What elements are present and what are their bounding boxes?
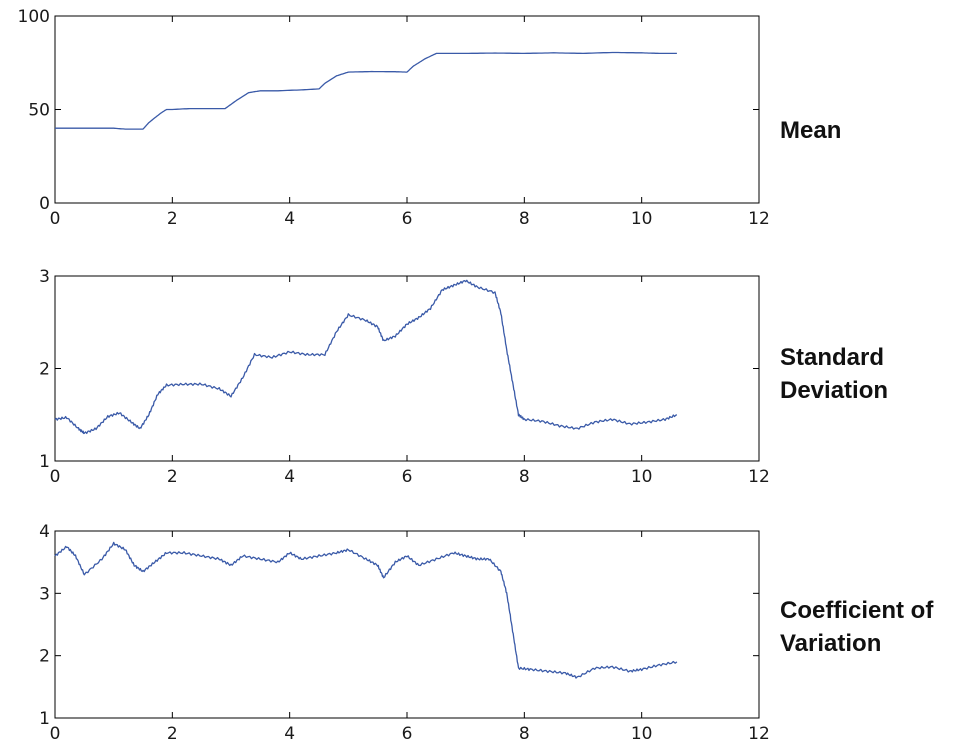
panel-label-line-2: Variation bbox=[780, 630, 881, 657]
y-tick-label: 1 bbox=[39, 452, 50, 472]
x-tick-label: 2 bbox=[167, 724, 178, 744]
panel-label-line-1: Coefficient of bbox=[780, 597, 934, 624]
x-tick-label: 4 bbox=[284, 209, 295, 229]
y-tick-label: 3 bbox=[39, 584, 50, 604]
panel-label: Standard Deviation bbox=[780, 344, 888, 404]
x-tick-label: 6 bbox=[402, 467, 413, 487]
x-tick-label: 6 bbox=[402, 209, 413, 229]
panel-label: Mean bbox=[780, 117, 841, 144]
y-tick-label: 2 bbox=[39, 360, 50, 380]
x-tick-label: 0 bbox=[50, 467, 61, 487]
x-tick-label: 12 bbox=[748, 209, 770, 229]
x-tick-label: 0 bbox=[50, 209, 61, 229]
series-line bbox=[54, 279, 678, 435]
panel-label-line-2: Deviation bbox=[780, 377, 888, 404]
panel-label: Coefficient of Variation bbox=[780, 597, 934, 657]
x-tick-label: 10 bbox=[631, 467, 653, 487]
x-tick-label: 2 bbox=[167, 467, 178, 487]
y-tick-label: 2 bbox=[39, 647, 50, 667]
x-tick-label: 6 bbox=[402, 724, 413, 744]
x-tick-label: 8 bbox=[519, 467, 530, 487]
series-line bbox=[54, 541, 678, 679]
x-tick-label: 10 bbox=[631, 209, 653, 229]
y-tick-label: 3 bbox=[39, 267, 50, 287]
x-tick-label: 12 bbox=[748, 467, 770, 487]
x-tick-label: 12 bbox=[748, 724, 770, 744]
x-tick-label: 10 bbox=[631, 724, 653, 744]
y-tick-label: 0 bbox=[39, 194, 50, 214]
chart-panel-1: 0 2 4 6 8 10 12 0 50 100 Mean bbox=[18, 7, 842, 229]
x-tick-label: 4 bbox=[284, 467, 295, 487]
x-tick-label: 0 bbox=[50, 724, 61, 744]
panel-label-line-1: Standard bbox=[780, 344, 884, 371]
axes-frame bbox=[54, 15, 760, 204]
axes-frame bbox=[54, 275, 760, 462]
x-tick-label: 2 bbox=[167, 209, 178, 229]
y-tick-label: 1 bbox=[39, 709, 50, 729]
series-line bbox=[55, 51, 677, 130]
x-tick-label: 8 bbox=[519, 724, 530, 744]
y-tick-label: 100 bbox=[18, 7, 50, 27]
y-tick-label: 50 bbox=[28, 101, 50, 121]
y-tick-label: 4 bbox=[39, 522, 50, 542]
x-tick-label: 4 bbox=[284, 724, 295, 744]
x-tick-label: 8 bbox=[519, 209, 530, 229]
